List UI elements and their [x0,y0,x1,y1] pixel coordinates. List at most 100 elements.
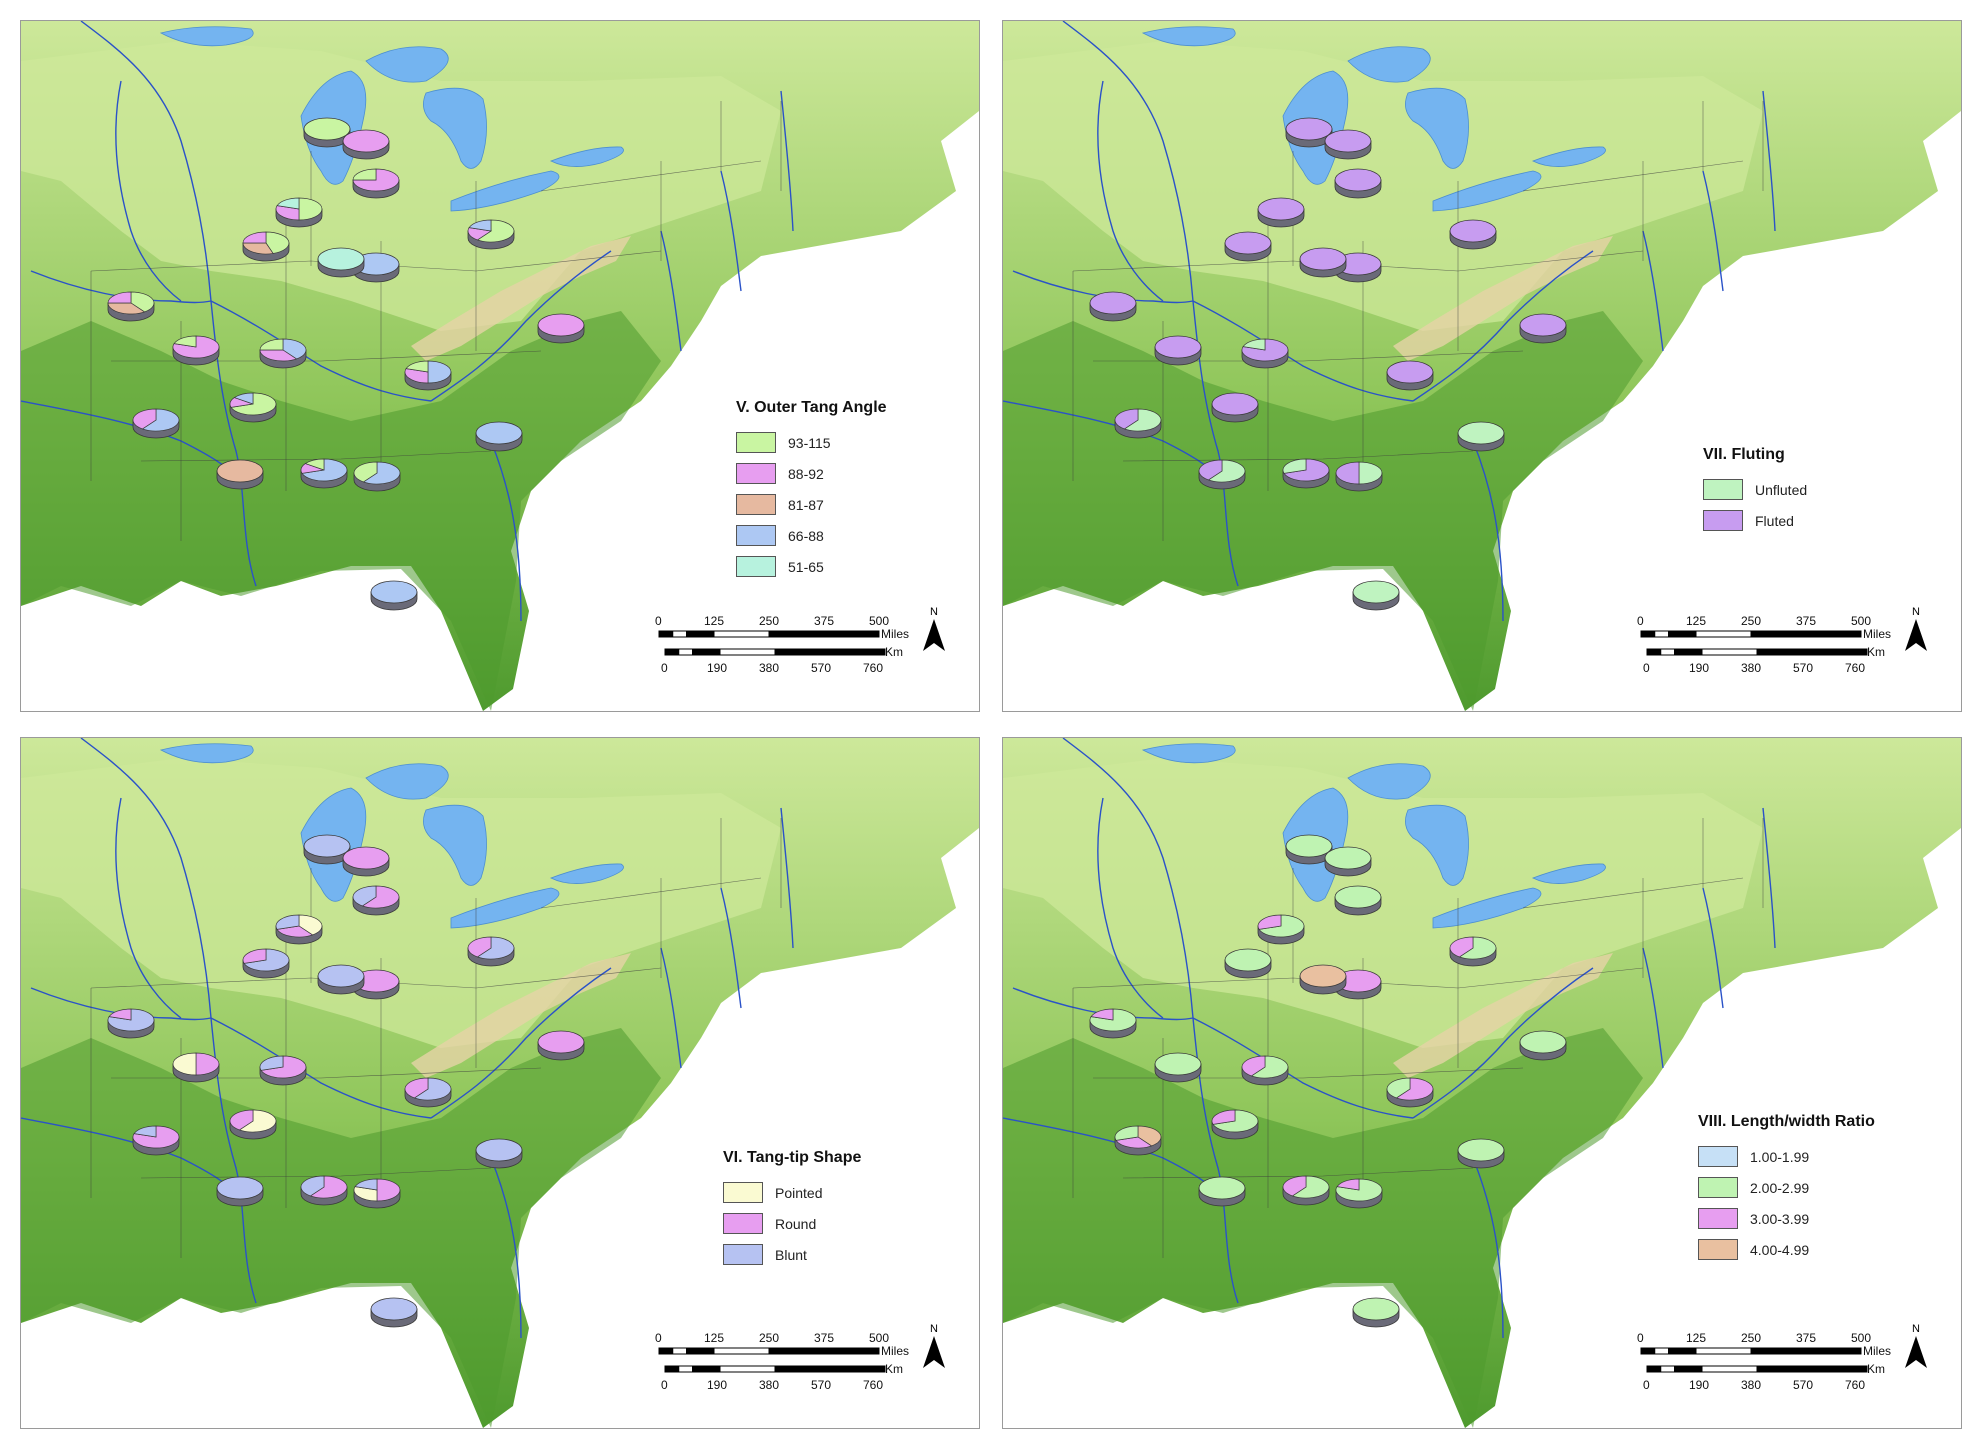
pie-slice [1457,421,1505,445]
pie-slice [1334,168,1382,192]
scale-segment [1640,1347,1656,1355]
map-canvas [1003,738,1961,1428]
great-lake [159,743,254,764]
site-pie-chart [132,1125,180,1156]
legend: VIII. Length/width Ratio 1.00-1.99 2.00-2… [1698,1113,1875,1265]
site-pie-chart [1519,313,1567,344]
scale-bar: 0 125 250 375 500 Miles 0 190 380 570 760 Km [649,611,949,681]
site-pie-chart [1334,168,1382,199]
pie-slice [404,1077,429,1099]
pie-slice [1258,914,1305,938]
pie-slice [361,885,400,909]
site-pie-chart [1282,1175,1330,1206]
pie-slice [1386,360,1434,384]
scale-segment [719,1365,776,1373]
great-lake [1432,170,1542,212]
km-tick-label: 570 [1793,661,1814,675]
pie-slice [233,392,254,405]
pie-slice [317,964,365,988]
site-pie-chart [342,846,390,877]
pie-slice [276,925,314,938]
pie-slice [1114,408,1139,430]
pie-slice [1242,338,1266,351]
site-pie-chart [300,1175,348,1206]
river-line [430,250,612,402]
pie-slice [413,1077,452,1101]
pie-slice [1334,885,1382,909]
pie-slice [1224,231,1272,255]
pie-slice [1352,580,1400,604]
great-lake [1141,743,1236,764]
km-tick-label: 0 [1643,661,1650,675]
km-tick-label: 0 [661,661,668,675]
pie-slice [242,948,267,964]
site-pie-chart [404,360,452,391]
upland-region [21,41,781,331]
scale-bar: 0 125 250 375 500 Miles 0 190 380 570 760 Km [649,1328,949,1398]
legend-title: VI. Tang-tip Shape [723,1149,862,1166]
legend-label: Blunt [775,1246,807,1263]
site-pie-chart [370,1297,418,1328]
pie-slice [173,335,197,348]
miles-tick-label: 125 [1686,614,1707,628]
river-line [1097,797,1164,1019]
site-pie-chart [352,885,400,916]
scale-segment [1756,648,1868,656]
legend-item: Blunt [723,1239,861,1270]
pie-slice [309,1175,348,1199]
site-pie-chart [216,459,264,490]
pie-slice [275,205,300,221]
site-pie-chart [1334,885,1382,916]
scale-segment [664,648,680,656]
scale-segment [713,630,770,638]
site-pie-chart [1224,948,1272,979]
great-lake [1405,804,1469,886]
legend-label: 66-88 [788,527,824,544]
river-line [1097,80,1164,302]
great-lake [1531,863,1606,884]
pie-slice [1198,1176,1246,1200]
site-pie-chart [259,1055,307,1086]
pie-slice [362,461,401,485]
scale-segment [1695,1347,1752,1355]
pie-slice [1257,197,1305,221]
site-pie-chart [1386,1077,1434,1108]
upland-region [1003,41,1763,331]
pie-slice [1212,1109,1259,1133]
pie-slice [276,197,300,210]
legend-swatch [736,494,776,515]
pie-slice [476,936,515,960]
pie-slice [243,948,290,972]
legend-swatch [723,1244,763,1265]
miles-unit-label: Miles [1863,1344,1892,1358]
north-label: N [1912,606,1920,618]
legend-label: 93-115 [788,434,831,451]
pie-slice [354,1178,378,1191]
site-pie-chart [1386,360,1434,391]
pie-slice [1299,247,1347,271]
river-line [1412,250,1594,402]
river-line [1472,1157,1504,1339]
pie-slice [230,392,277,416]
site-pie-chart [1457,421,1505,452]
pie-slice [304,458,325,471]
pie-slice [1449,936,1474,958]
pie-slice [317,247,365,271]
pie-slice [1336,1178,1360,1191]
state-boundary [1122,450,1474,462]
state-boundary [1522,160,1744,192]
scale-segment [1646,1365,1662,1373]
north-label: N [1912,1323,1920,1335]
scale-segment [1756,1365,1868,1373]
legend-swatch [723,1213,763,1234]
miles-tick-label: 250 [1741,1331,1762,1345]
great-lake [1432,887,1542,929]
site-pie-chart [1211,1109,1259,1140]
legend-item: 1.00-1.99 [1698,1141,1875,1172]
site-pie-chart [317,964,365,995]
pie-slice [1395,1077,1434,1101]
pie-slice [1198,459,1223,481]
scale-segment [672,630,687,638]
great-lake [1141,26,1236,47]
pie-slice [242,231,267,244]
